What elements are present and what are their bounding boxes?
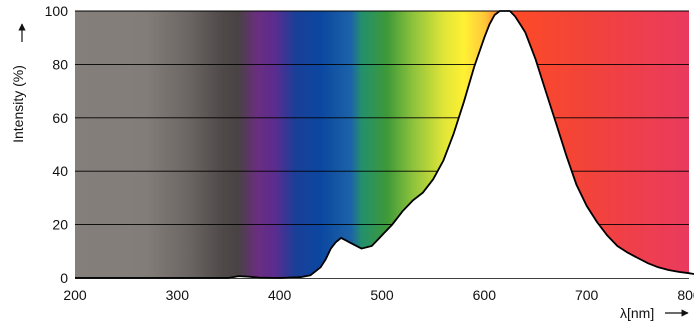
y-tick-60: 60 (52, 110, 68, 126)
intensity-series-line (75, 10, 694, 279)
y-tick-0: 0 (60, 270, 68, 286)
y-tick-100: 100 (45, 3, 69, 19)
y-axis-title-group: Intensity (%) (10, 23, 26, 143)
y-tick-labels: 0 20 40 60 80 100 (45, 3, 69, 286)
y-tick-40: 40 (52, 163, 68, 179)
x-tick-300: 300 (166, 287, 190, 303)
y-axis-title: Intensity (%) (10, 65, 26, 143)
x-tick-700: 700 (575, 287, 599, 303)
under-curve-area (75, 11, 694, 278)
x-tick-800: 800 (677, 287, 694, 303)
y-tick-80: 80 (52, 56, 68, 72)
x-tick-600: 600 (473, 287, 497, 303)
x-axis-title-group: λ[nm] (620, 305, 689, 321)
x-tick-400: 400 (268, 287, 292, 303)
x-tick-500: 500 (370, 287, 394, 303)
y-tick-20: 20 (52, 217, 68, 233)
x-tick-labels: 200 300 400 500 600 700 800 (63, 287, 694, 303)
x-axis-title: λ[nm] (620, 305, 654, 321)
x-tick-200: 200 (63, 287, 87, 303)
